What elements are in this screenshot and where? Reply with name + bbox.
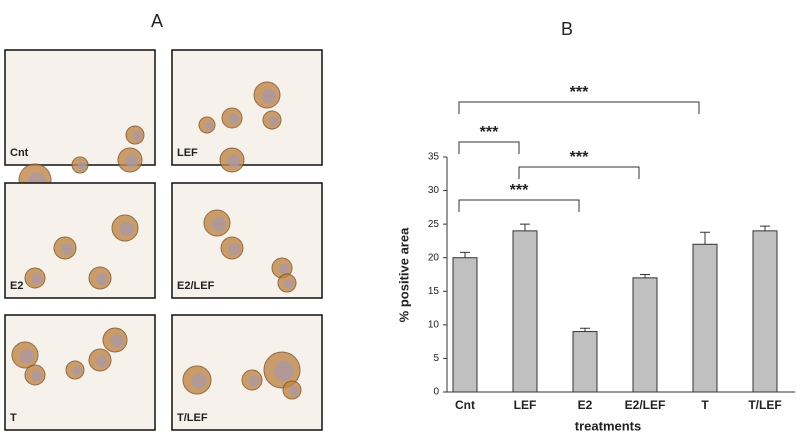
bar: [452, 257, 478, 393]
x-tick-label: T/LEF: [748, 398, 781, 412]
image-label: T/LEF: [177, 412, 208, 424]
micrograph: [171, 182, 323, 299]
cell-nucleus: [248, 375, 260, 387]
error-bar: [520, 223, 530, 231]
x-tick-label: E2/LEF: [625, 398, 666, 412]
bar: [572, 331, 598, 393]
significance-bracket: [518, 166, 640, 179]
cell-nucleus: [274, 361, 294, 381]
error-bar: [760, 225, 770, 231]
bar: [512, 230, 538, 393]
cell-nucleus: [261, 88, 277, 104]
cell-nucleus: [191, 373, 207, 389]
significance-bracket: [458, 101, 700, 114]
cell-nucleus: [19, 348, 35, 364]
bar: [632, 277, 658, 393]
cell-nucleus: [132, 131, 142, 141]
y-tick-label: 25: [428, 219, 440, 230]
cell-nucleus: [125, 154, 139, 168]
cell-nucleus: [284, 279, 294, 289]
cell-nucleus: [119, 221, 135, 237]
cell-nucleus: [72, 366, 82, 376]
x-tick-label: LEF: [514, 398, 537, 412]
error-bar: [700, 231, 710, 245]
panel-a-title: A: [151, 11, 163, 31]
significance-bracket: [458, 199, 580, 212]
x-tick-label: T: [701, 398, 709, 412]
significance-bracket: [458, 141, 520, 154]
significance-label: ***: [570, 84, 589, 101]
cell-nucleus: [31, 370, 43, 382]
y-tick-label: 15: [428, 286, 440, 297]
x-axis-label: treatments: [575, 418, 641, 433]
cell-nucleus: [278, 263, 290, 275]
cell-nucleus: [269, 116, 279, 126]
micrograph: [171, 49, 323, 166]
panel-b-title: B: [561, 19, 573, 39]
bar: [752, 230, 778, 393]
y-tick-label: 20: [428, 252, 440, 263]
cell-nucleus: [228, 113, 240, 125]
image-label: T: [10, 412, 17, 424]
cell-nucleus: [110, 334, 124, 348]
cell-nucleus: [289, 386, 299, 396]
cell-nucleus: [77, 161, 87, 171]
significance-label: ***: [480, 124, 499, 141]
image-label: E2: [10, 280, 23, 292]
cell-nucleus: [95, 354, 109, 368]
cell-nucleus: [204, 121, 214, 131]
y-tick-label: 30: [428, 185, 440, 196]
x-tick-label: Cnt: [455, 398, 475, 412]
significance-label: ***: [510, 182, 529, 199]
error-bar: [580, 327, 590, 332]
micrograph: [4, 49, 156, 166]
cell-nucleus: [60, 242, 74, 256]
x-tick-label: E2: [578, 398, 593, 412]
bar: [692, 243, 718, 393]
cell-nucleus: [95, 272, 109, 286]
image-label: LEF: [177, 147, 198, 159]
significance-label: ***: [570, 149, 589, 166]
cell-nucleus: [31, 273, 43, 285]
error-bar: [640, 274, 650, 278]
cell-nucleus: [211, 216, 227, 232]
y-axis-label: % positive area: [396, 227, 411, 322]
y-tick-label: 5: [433, 353, 439, 364]
cell-nucleus: [227, 242, 241, 256]
y-tick-label: 35: [428, 152, 440, 163]
cell-nucleus: [227, 154, 241, 168]
image-label: Cnt: [10, 147, 29, 159]
image-label: E2/LEF: [177, 280, 215, 292]
error-bar: [460, 251, 470, 258]
y-tick-label: 0: [433, 387, 439, 398]
y-tick-label: 10: [428, 319, 440, 330]
